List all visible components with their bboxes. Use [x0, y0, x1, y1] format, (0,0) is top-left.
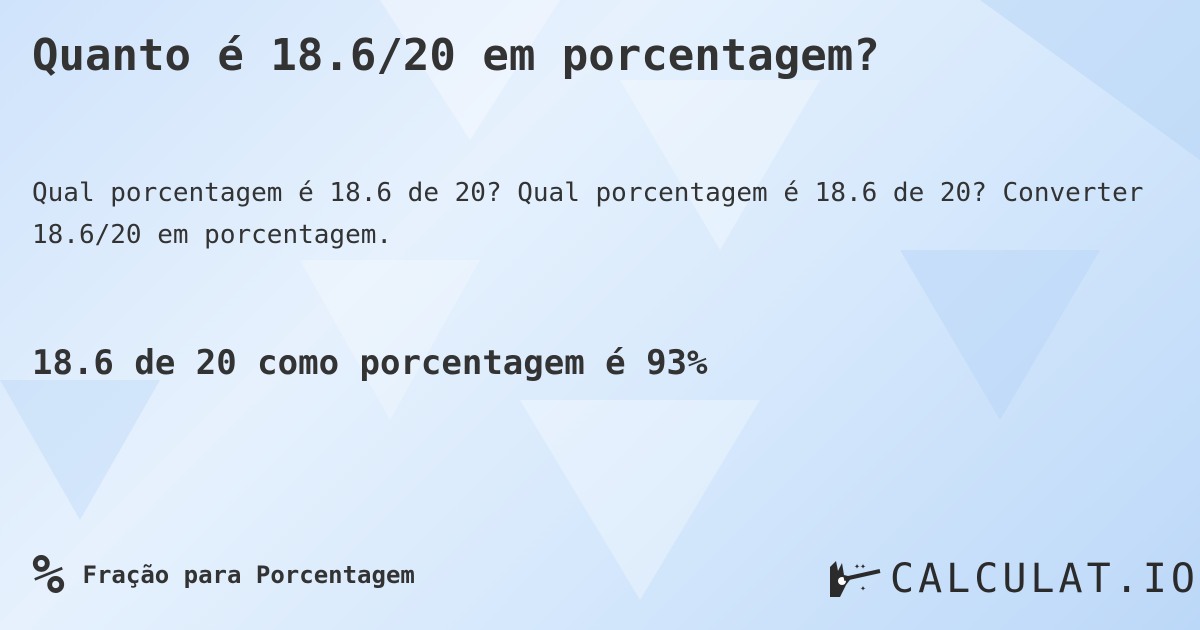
- magic-hand-icon: ✦✦ ✦: [830, 561, 881, 597]
- page-title: Quanto é 18.6/20 em porcentagem?: [32, 30, 880, 81]
- footer-label: Fração para Porcentagem: [82, 561, 415, 589]
- calculat-io-logo[interactable]: ✦✦ ✦ CALCULAT.IO: [826, 556, 1199, 602]
- percent-icon: %: [32, 543, 65, 606]
- svg-text:✦✦: ✦✦: [854, 561, 866, 572]
- svg-text:✦: ✦: [860, 583, 866, 594]
- logo-text: CALCULAT.IO: [890, 556, 1199, 602]
- answer: 18.6 de 20 como porcentagem é 93%: [32, 343, 708, 383]
- description: Qual porcentagem é 18.6 de 20? Qual porc…: [32, 178, 1144, 250]
- fraction-to-percentage-link[interactable]: % Fração para Porcentagem: [32, 548, 415, 602]
